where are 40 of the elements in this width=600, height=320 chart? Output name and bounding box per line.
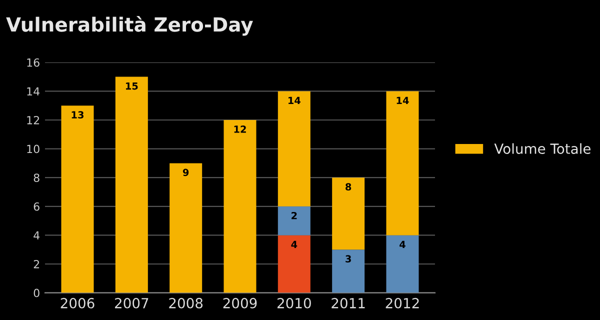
bar: [278, 235, 310, 293]
y-tick-label: 10: [27, 144, 40, 154]
chart-title: Vulnerabilità Zero-Day: [6, 16, 253, 36]
total-label: 9: [182, 168, 189, 176]
y-tick-label: 8: [34, 174, 40, 182]
x-tick-label: 2011: [332, 298, 365, 308]
x-tick-label: 2008: [169, 298, 203, 308]
bar: [278, 91, 310, 206]
data-label: 2: [292, 212, 297, 220]
bar: [332, 178, 365, 250]
x-tick-label: 2007: [115, 298, 148, 308]
bar: [278, 206, 310, 236]
data-label: 4: [400, 240, 406, 248]
bar: [386, 235, 419, 293]
bar: [61, 106, 94, 293]
y-tick-label: 6: [34, 202, 40, 211]
data-label: 4: [291, 240, 298, 248]
y-tick-label: 2: [34, 260, 40, 268]
x-tick-label: 2010: [278, 298, 311, 308]
bar: [386, 91, 419, 236]
y-tick-label: 0: [34, 288, 40, 298]
bar: [115, 76, 148, 293]
y-tick-label: 12: [27, 116, 40, 124]
total-label: 14: [288, 96, 300, 104]
data-label: 3: [346, 255, 351, 262]
total-label: 14: [396, 96, 409, 104]
x-tick-label: 2009: [223, 298, 257, 308]
bar: [170, 163, 202, 293]
y-tick-label: 14: [27, 87, 40, 96]
x-tick-label: 2006: [60, 298, 94, 308]
legend-label: Volume Totale: [494, 143, 591, 154]
y-tick-label: 4: [34, 231, 40, 240]
total-label: 15: [126, 82, 138, 90]
x-tick-label: 2012: [386, 298, 419, 308]
y-tick-label: 16: [27, 58, 40, 67]
bar: [332, 250, 365, 293]
total-label: 13: [72, 111, 84, 118]
total-label: 12: [234, 126, 246, 133]
total-label: 8: [346, 183, 352, 190]
bar: [224, 120, 256, 293]
